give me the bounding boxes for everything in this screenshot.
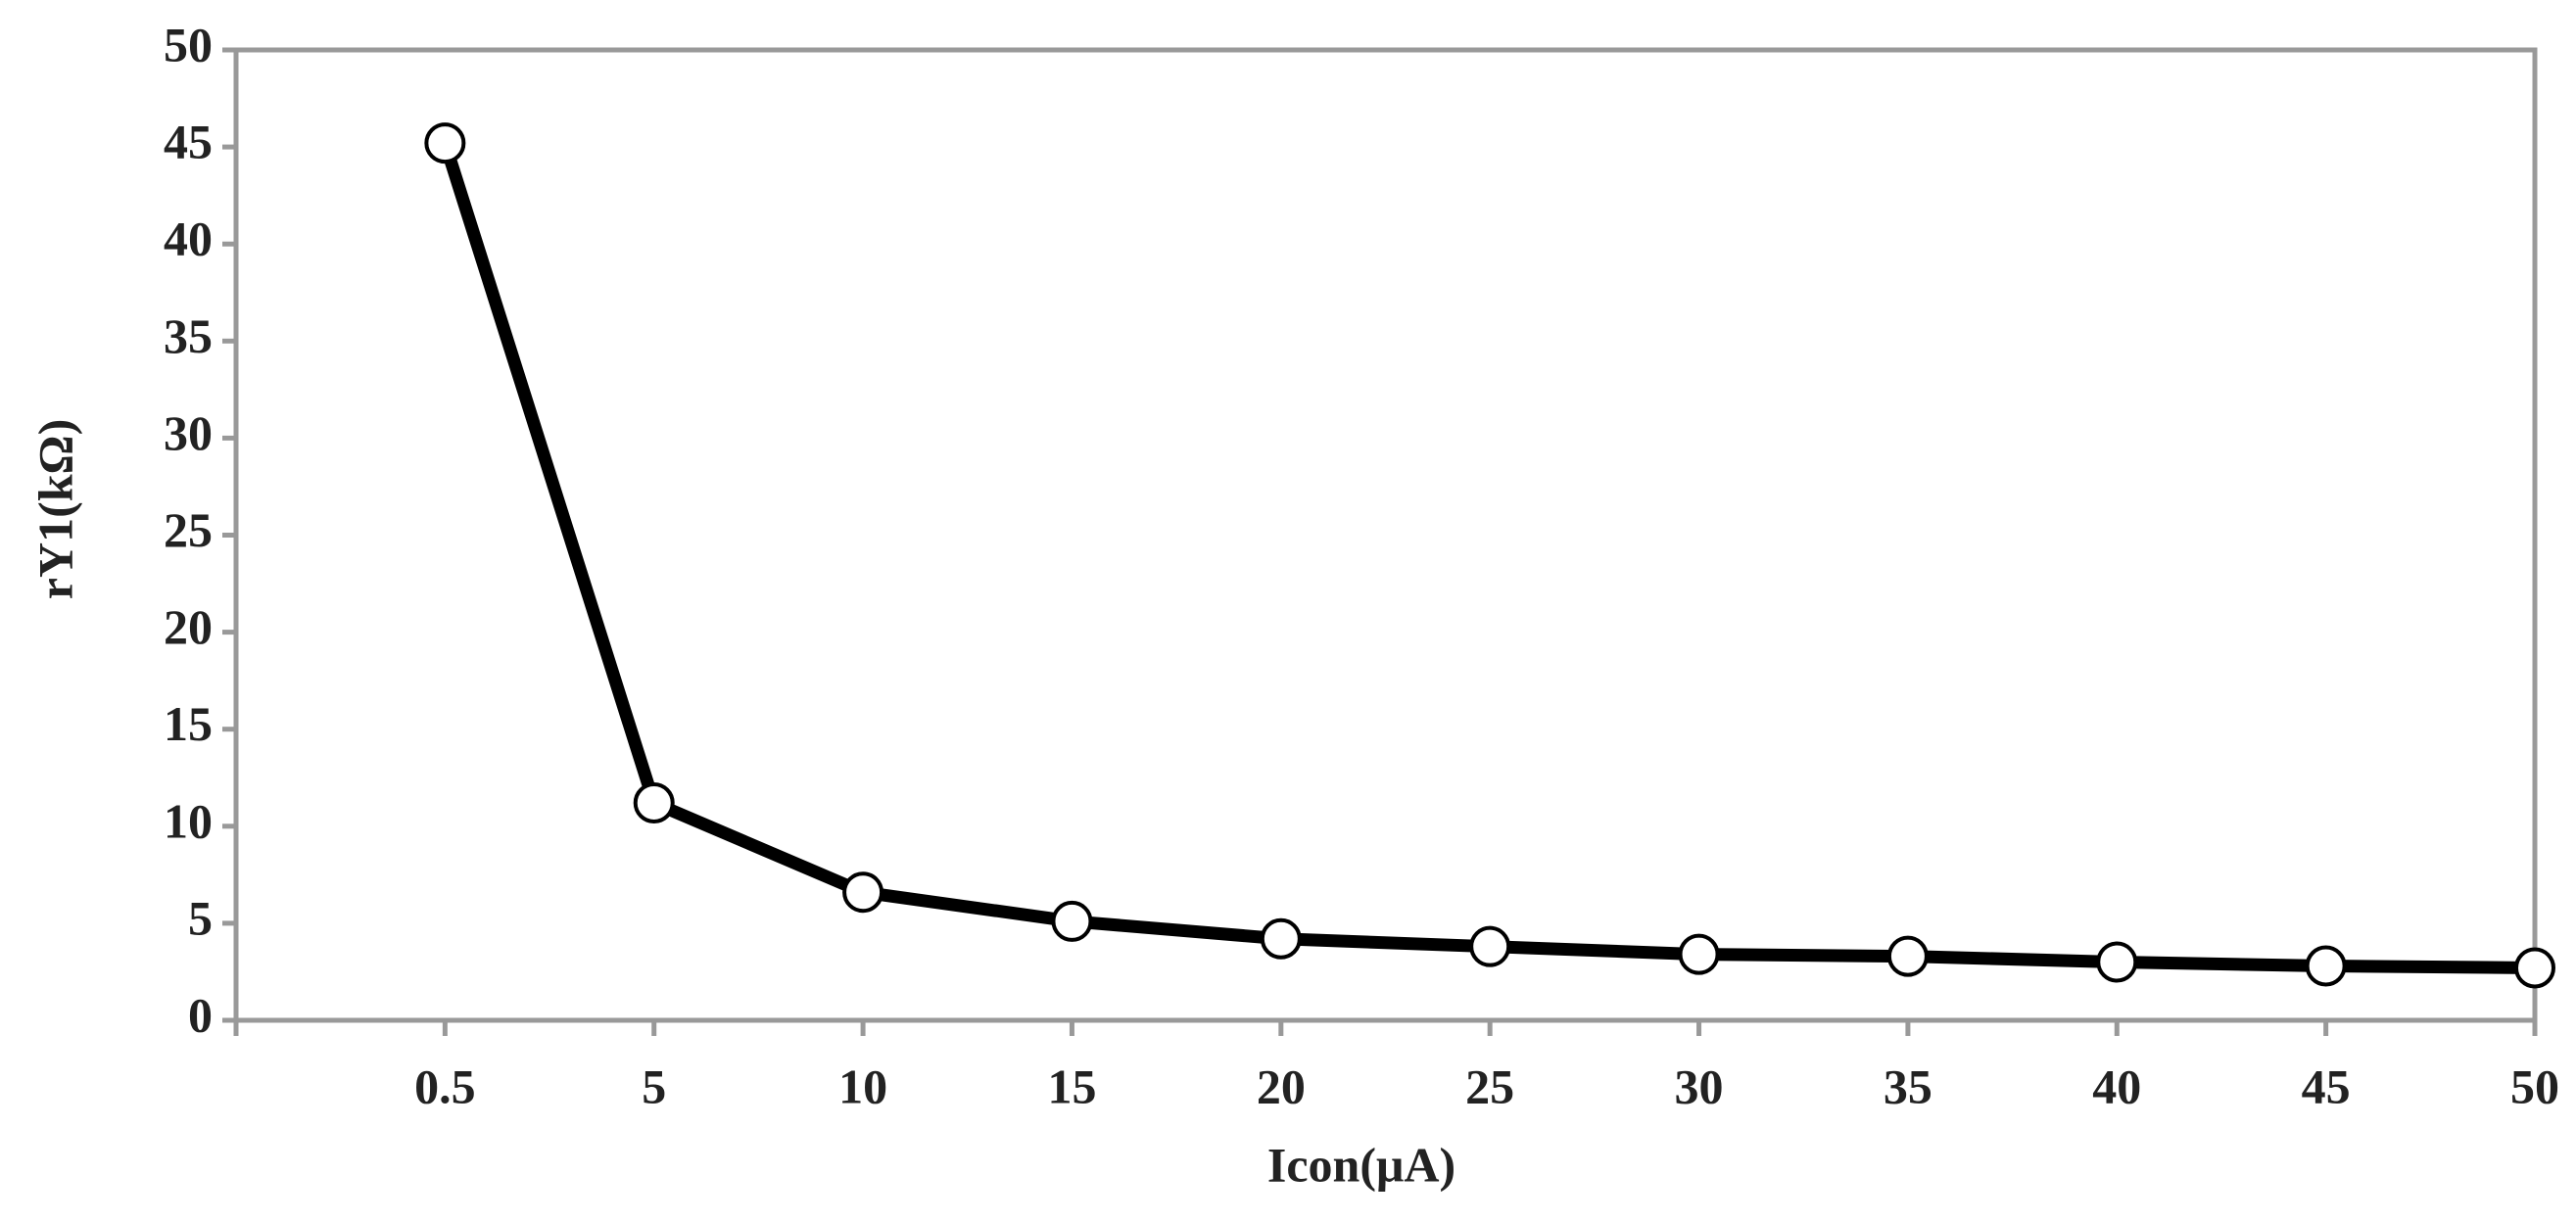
x-tick-label: 40	[2092, 1058, 2141, 1113]
y-tick-label: 40	[164, 212, 213, 266]
x-tick-label: 15	[1047, 1058, 1096, 1113]
x-tick-label: 25	[1465, 1058, 1514, 1113]
x-tick-label: 50	[2510, 1058, 2559, 1113]
y-tick-label: 45	[164, 115, 213, 169]
marker	[2096, 941, 2138, 983]
y-tick-label: 15	[164, 696, 213, 751]
y-tick-label: 30	[164, 405, 213, 460]
marker	[1886, 935, 1929, 977]
y-tick-label: 5	[188, 890, 213, 945]
y-tick-label: 10	[164, 793, 213, 848]
marker	[2305, 945, 2347, 987]
x-tick-label: 30	[1675, 1058, 1724, 1113]
x-tick-label: 45	[2302, 1058, 2351, 1113]
marker	[1260, 917, 1302, 960]
y-axis-title: rY1(kΩ)	[27, 419, 82, 599]
line	[439, 141, 2536, 974]
x-tick-label: 0.5	[414, 1058, 476, 1113]
plot-frame	[233, 47, 2538, 1023]
x-tick-label: 20	[1257, 1058, 1306, 1113]
marker	[2514, 947, 2555, 989]
marker	[633, 782, 675, 824]
marker	[1469, 925, 1511, 967]
x-tick-label: 5	[642, 1058, 666, 1113]
x-tick-label: 35	[1884, 1058, 1932, 1113]
y-tick-label: 25	[164, 502, 213, 557]
y-tick-label: 35	[164, 308, 213, 363]
marker	[1678, 933, 1720, 975]
marker	[424, 122, 466, 164]
y-tick-label: 20	[164, 599, 213, 654]
x-tick-label: 10	[838, 1058, 887, 1113]
y-tick-label: 50	[164, 17, 213, 71]
marker	[842, 871, 884, 914]
marker	[1051, 900, 1093, 942]
x-axis-title: Icon(μA)	[1267, 1137, 1455, 1192]
y-tick-label: 0	[188, 987, 213, 1042]
